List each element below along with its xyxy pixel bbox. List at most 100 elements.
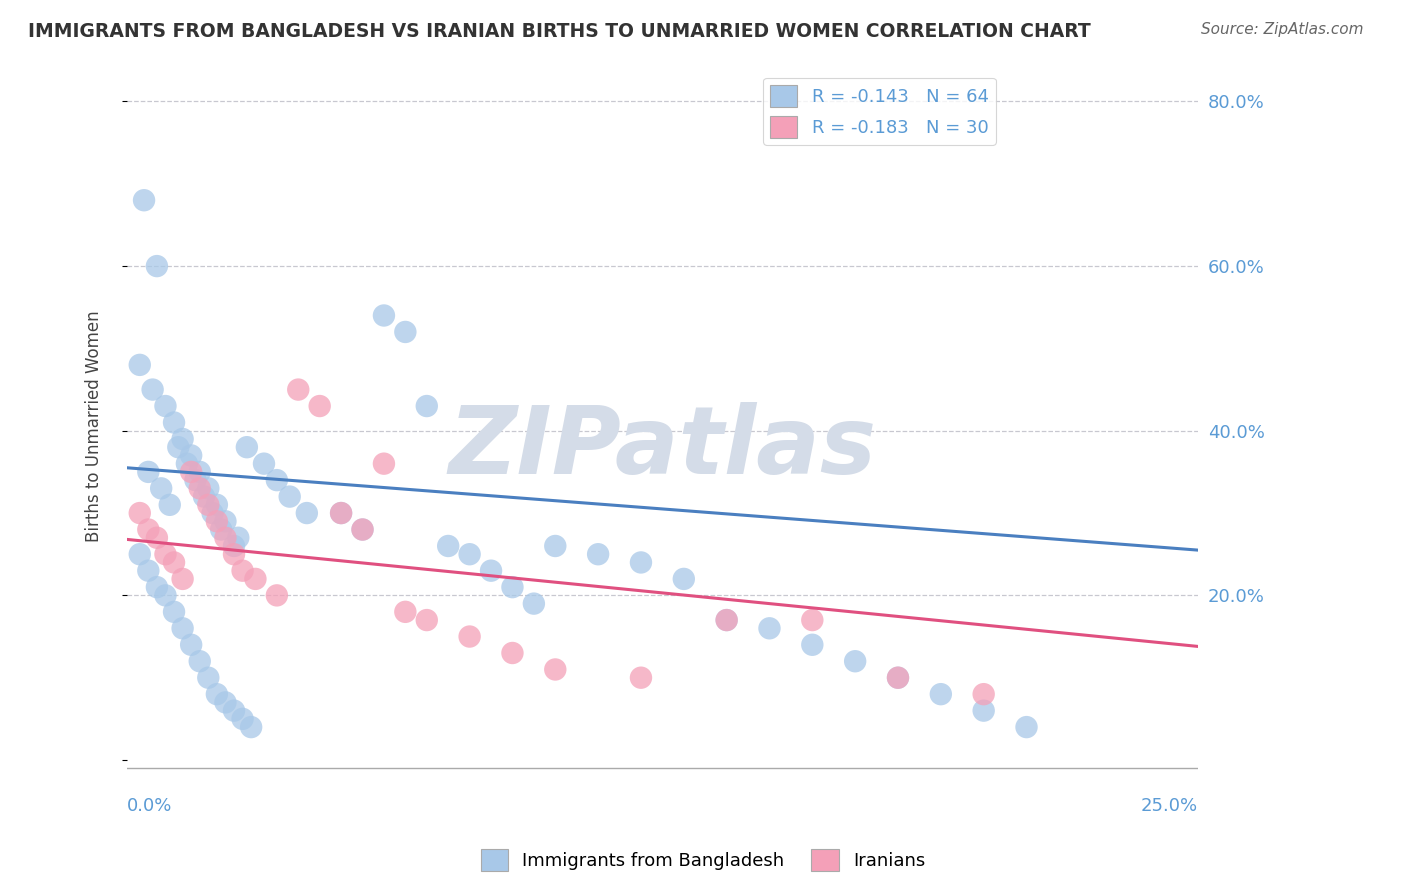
Point [586, 547, 609, 561]
Point [266, 473, 288, 487]
Text: 0.0%: 0.0% [127, 797, 173, 815]
Point [214, 695, 236, 709]
Point [222, 704, 245, 718]
Point [209, 523, 232, 537]
Point [188, 481, 211, 495]
Point [716, 613, 738, 627]
Text: ZIPatlas: ZIPatlas [449, 402, 876, 494]
Point [295, 506, 318, 520]
Point [240, 720, 263, 734]
Point [501, 580, 523, 594]
Point [232, 712, 254, 726]
Point [193, 490, 215, 504]
Point [197, 671, 219, 685]
Point [184, 473, 207, 487]
Point [172, 572, 194, 586]
Point [330, 506, 353, 520]
Point [201, 506, 224, 520]
Point [188, 465, 211, 479]
Text: IMMIGRANTS FROM BANGLADESH VS IRANIAN BIRTHS TO UNMARRIED WOMEN CORRELATION CHAR: IMMIGRANTS FROM BANGLADESH VS IRANIAN BI… [28, 22, 1091, 41]
Point [437, 539, 460, 553]
Point [205, 498, 228, 512]
Point [163, 556, 186, 570]
Point [716, 613, 738, 627]
Point [150, 481, 173, 495]
Point [214, 514, 236, 528]
Point [180, 449, 202, 463]
Point [167, 440, 190, 454]
Point [416, 613, 439, 627]
Point [253, 457, 276, 471]
Point [214, 531, 236, 545]
Text: 25.0%: 25.0% [1140, 797, 1198, 815]
Point [1015, 720, 1038, 734]
Point [222, 547, 245, 561]
Point [278, 490, 301, 504]
Point [128, 358, 150, 372]
Point [197, 498, 219, 512]
Point [801, 638, 824, 652]
Point [146, 531, 169, 545]
Point [929, 687, 952, 701]
Point [163, 416, 186, 430]
Point [330, 506, 353, 520]
Point [672, 572, 695, 586]
Point [205, 687, 228, 701]
Point [887, 671, 910, 685]
Y-axis label: Births to Unmarried Women: Births to Unmarried Women [86, 310, 103, 542]
Point [801, 613, 824, 627]
Point [352, 523, 374, 537]
Point [266, 588, 288, 602]
Point [226, 531, 249, 545]
Point [544, 539, 567, 553]
Point [136, 523, 159, 537]
Point [458, 630, 481, 644]
Point [176, 457, 198, 471]
Point [197, 481, 219, 495]
Point [844, 654, 866, 668]
Point [128, 506, 150, 520]
Point [172, 432, 194, 446]
Point [394, 605, 416, 619]
Point [172, 621, 194, 635]
Point [501, 646, 523, 660]
Point [132, 193, 155, 207]
Point [245, 572, 267, 586]
Point [146, 580, 169, 594]
Point [155, 588, 177, 602]
Legend: R = -0.143   N = 64, R = -0.183   N = 30: R = -0.143 N = 64, R = -0.183 N = 30 [763, 78, 995, 145]
Point [352, 523, 374, 537]
Point [523, 597, 546, 611]
Point [163, 605, 186, 619]
Point [416, 399, 439, 413]
Point [887, 671, 910, 685]
Point [155, 399, 177, 413]
Point [458, 547, 481, 561]
Point [544, 663, 567, 677]
Point [136, 465, 159, 479]
Point [180, 638, 202, 652]
Point [222, 539, 245, 553]
Point [287, 383, 309, 397]
Point [373, 309, 395, 323]
Point [479, 564, 502, 578]
Point [188, 654, 211, 668]
Point [973, 704, 995, 718]
Legend: Immigrants from Bangladesh, Iranians: Immigrants from Bangladesh, Iranians [474, 842, 932, 879]
Point [159, 498, 181, 512]
Point [973, 687, 995, 701]
Point [142, 383, 165, 397]
Point [155, 547, 177, 561]
Point [236, 440, 259, 454]
Point [394, 325, 416, 339]
Point [308, 399, 330, 413]
Point [180, 465, 202, 479]
Point [146, 259, 169, 273]
Point [136, 564, 159, 578]
Point [630, 556, 652, 570]
Text: Source: ZipAtlas.com: Source: ZipAtlas.com [1201, 22, 1364, 37]
Point [758, 621, 780, 635]
Point [373, 457, 395, 471]
Point [630, 671, 652, 685]
Point [205, 514, 228, 528]
